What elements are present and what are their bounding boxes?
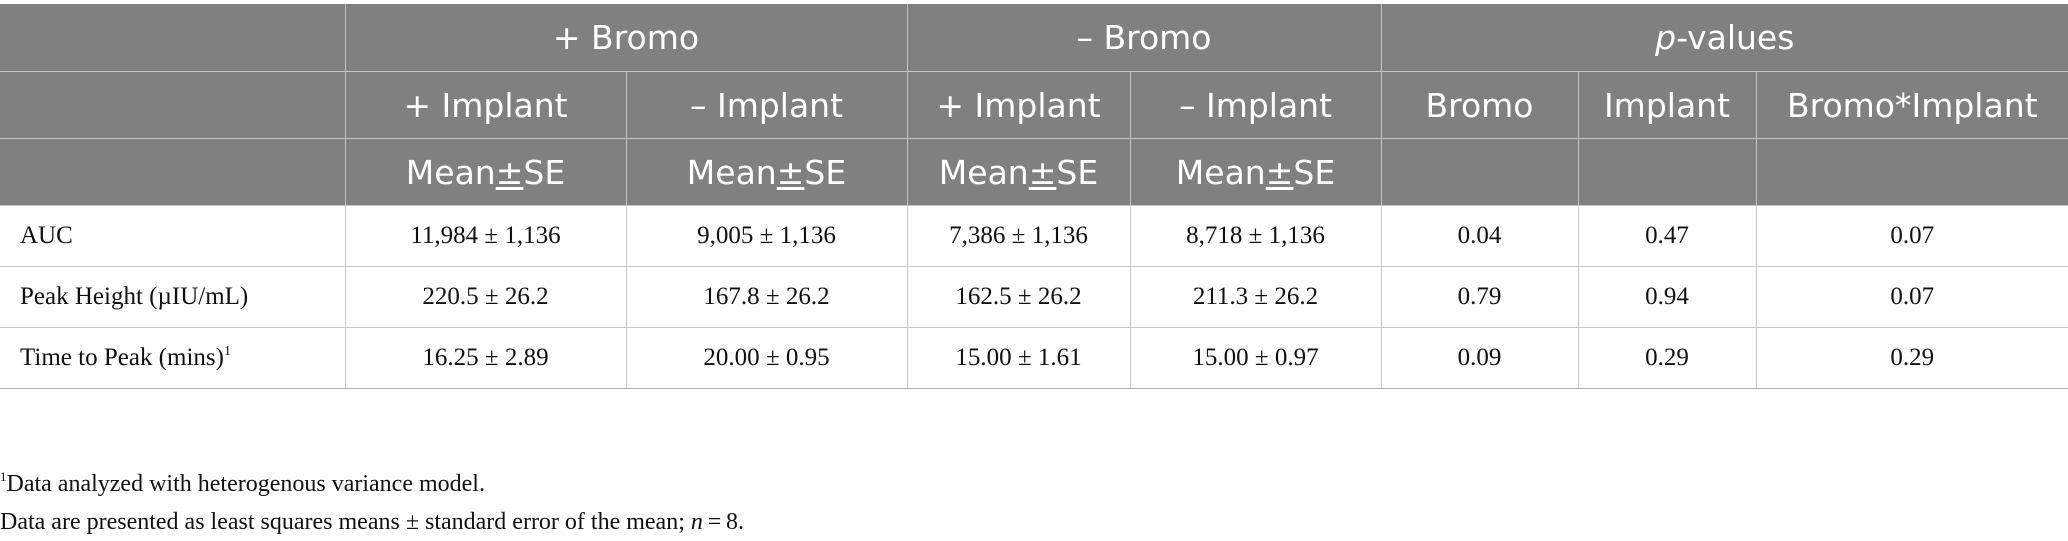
row-label-text: AUC	[20, 222, 73, 249]
header-plus-implant-2: + Implant	[906, 71, 1131, 139]
se-label: SE	[804, 152, 847, 192]
table-row-peak-height: Peak Height (µIU/mL) 220.5 ± 26.2 167.8 …	[0, 266, 2068, 328]
cell-plus-bromo-minus-implant: 167.8 ± 26.2	[625, 266, 907, 328]
cell-p-implant: 0.29	[1577, 327, 1756, 389]
cell-minus-bromo-minus-implant: 15.00 ± 0.97	[1129, 327, 1381, 389]
table-footnotes: 1Data analyzed with heterogenous varianc…	[0, 458, 744, 541]
header-row-stats: Mean±SE Mean±SE Mean±SE Mean±SE	[0, 138, 2068, 206]
cell-p-bromo: 0.79	[1380, 266, 1578, 328]
header-empty-cell	[0, 138, 346, 206]
footnote-2-text: Data are presented as least squares mean…	[0, 509, 691, 535]
header-row-subgroups: + Implant – Implant + Implant – Implant …	[0, 71, 2068, 139]
header-mean-se: Mean±SE	[625, 138, 908, 206]
table-row-auc: AUC 11,984 ± 1,136 9,005 ± 1,136 7,386 ±…	[0, 205, 2068, 267]
header-mean-se: Mean±SE	[344, 138, 627, 206]
cell-p-bromo: 0.09	[1380, 327, 1578, 389]
mean-label: Mean	[938, 152, 1029, 192]
footnote-marker: 1	[223, 344, 231, 359]
header-pcol-bromo: Bromo	[1380, 71, 1579, 139]
cell-minus-bromo-plus-implant: 162.5 ± 26.2	[906, 266, 1130, 328]
footnote-1-text: Data analyzed with heterogenous variance…	[6, 471, 485, 497]
se-label: SE	[1293, 152, 1336, 192]
footnote-1: 1Data analyzed with heterogenous varianc…	[0, 458, 744, 503]
header-p-rest: -values	[1676, 18, 1795, 57]
mean-label: Mean	[1175, 152, 1266, 192]
footnote-2-value: = 8.	[702, 509, 745, 535]
table-row-time-to-peak: Time to Peak (mins)1 16.25 ± 2.89 20.00 …	[0, 327, 2068, 389]
cell-p-interaction: 0.07	[1755, 205, 2068, 267]
plus-minus-sign: ±	[1265, 152, 1294, 192]
header-minus-implant-1: – Implant	[625, 71, 908, 139]
row-label-text: Peak Height (µIU/mL)	[20, 283, 249, 310]
cell-plus-bromo-plus-implant: 16.25 ± 2.89	[344, 327, 626, 389]
mean-label: Mean	[405, 152, 496, 192]
cell-p-interaction: 0.29	[1755, 327, 2068, 389]
plus-minus-sign: ±	[776, 152, 805, 192]
header-empty-cell	[1577, 138, 1757, 206]
se-label: SE	[523, 152, 566, 192]
header-minus-implant-2: – Implant	[1129, 71, 1382, 139]
plus-minus-sign: ±	[495, 152, 524, 192]
header-mean-se: Mean±SE	[906, 138, 1131, 206]
cell-minus-bromo-plus-implant: 7,386 ± 1,136	[906, 205, 1130, 267]
cell-minus-bromo-minus-implant: 211.3 ± 26.2	[1129, 266, 1381, 328]
cell-p-bromo: 0.04	[1380, 205, 1578, 267]
cell-plus-bromo-plus-implant: 220.5 ± 26.2	[344, 266, 626, 328]
header-empty-cell	[1380, 138, 1579, 206]
footnote-1-marker: 1	[0, 469, 7, 484]
header-pcol-interaction: Bromo*Implant	[1755, 71, 2068, 139]
header-minus-bromo: – Bromo	[906, 4, 1382, 72]
header-mean-se: Mean±SE	[1129, 138, 1382, 206]
header-p-italic: p	[1655, 18, 1677, 57]
header-p-values: p-values	[1380, 4, 2068, 72]
table-header: + Bromo – Bromo p-values + Implant – Imp…	[0, 4, 2068, 206]
table-body: AUC 11,984 ± 1,136 9,005 ± 1,136 7,386 ±…	[0, 205, 2068, 389]
header-empty-cell	[1755, 138, 2068, 206]
cell-plus-bromo-plus-implant: 11,984 ± 1,136	[344, 205, 626, 267]
cell-plus-bromo-minus-implant: 9,005 ± 1,136	[625, 205, 907, 267]
row-label-text: Time to Peak (mins)	[20, 344, 224, 371]
header-plus-implant-1: + Implant	[344, 71, 627, 139]
row-label: Time to Peak (mins)1	[0, 327, 345, 389]
cell-minus-bromo-minus-implant: 8,718 ± 1,136	[1129, 205, 1381, 267]
header-plus-bromo: + Bromo	[344, 4, 908, 72]
cell-p-implant: 0.47	[1577, 205, 1756, 267]
row-label: Peak Height (µIU/mL)	[0, 266, 345, 328]
header-empty-cell	[0, 4, 346, 72]
header-pcol-implant: Implant	[1577, 71, 1757, 139]
cell-p-interaction: 0.07	[1755, 266, 2068, 328]
footnote-2: Data are presented as least squares mean…	[0, 503, 744, 541]
row-label: AUC	[0, 205, 345, 267]
plus-minus-sign: ±	[1028, 152, 1057, 192]
footnote-2-n: n	[690, 509, 703, 535]
cell-p-implant: 0.94	[1577, 266, 1756, 328]
mean-label: Mean	[686, 152, 777, 192]
cell-plus-bromo-minus-implant: 20.00 ± 0.95	[625, 327, 907, 389]
header-empty-cell	[0, 71, 346, 139]
cell-minus-bromo-plus-implant: 15.00 ± 1.61	[906, 327, 1130, 389]
header-row-groups: + Bromo – Bromo p-values	[0, 4, 2068, 72]
se-label: SE	[1056, 152, 1099, 192]
results-table: + Bromo – Bromo p-values + Implant – Imp…	[0, 4, 2068, 389]
